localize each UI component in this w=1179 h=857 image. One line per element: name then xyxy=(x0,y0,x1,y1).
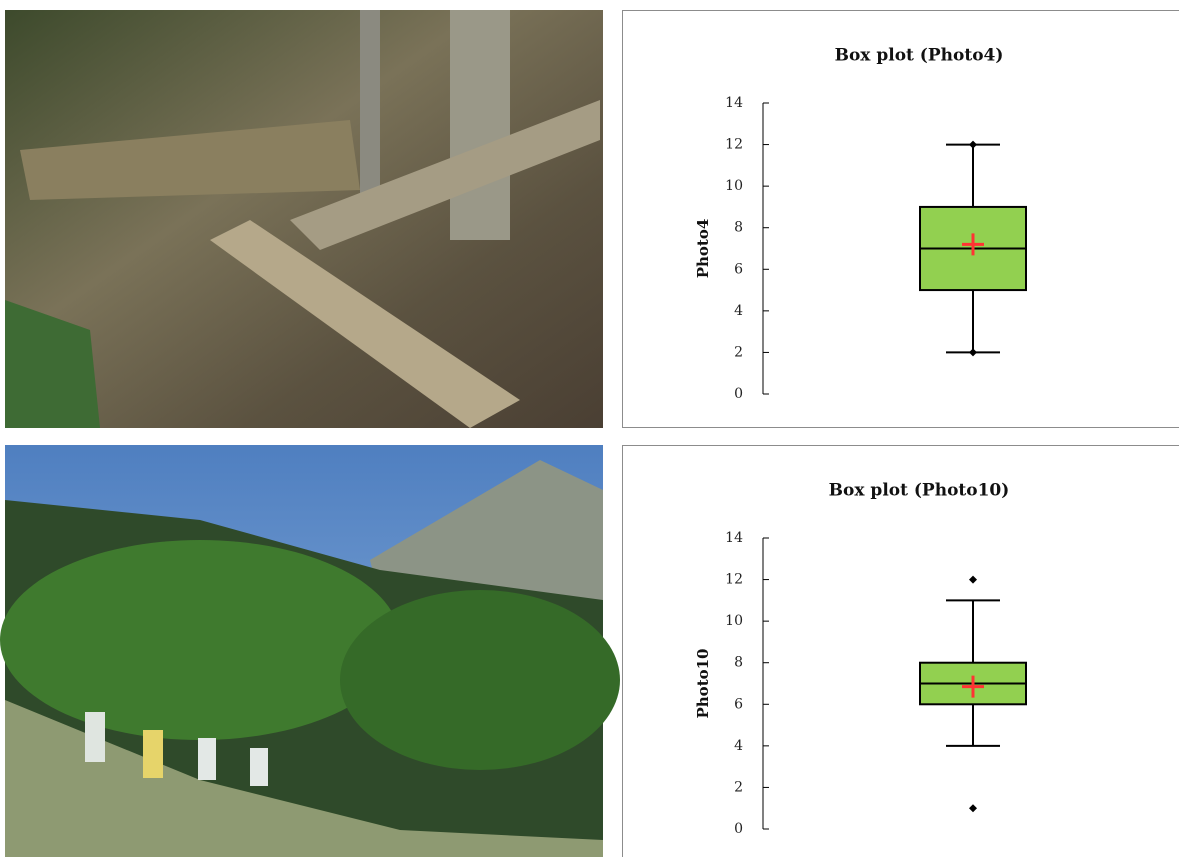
photo-forest xyxy=(5,10,603,428)
y-tick-label: 2 xyxy=(734,344,743,360)
y-axis-label: Photo10 xyxy=(694,649,712,719)
y-tick-label: 6 xyxy=(734,261,743,277)
whisker-end xyxy=(969,140,977,149)
y-tick-label: 6 xyxy=(734,696,743,712)
y-tick-label: 4 xyxy=(734,738,743,754)
y-tick-label: 4 xyxy=(734,303,743,319)
outlier xyxy=(969,804,977,813)
y-tick-label: 10 xyxy=(725,178,743,194)
chart-frame xyxy=(622,445,1179,857)
y-tick-label: 8 xyxy=(734,655,743,671)
y-tick-label: 0 xyxy=(734,821,743,837)
mean-marker xyxy=(962,675,984,698)
photo-mountain xyxy=(0,445,620,857)
y-tick-label: 10 xyxy=(725,613,743,629)
y-tick-label: 8 xyxy=(734,220,743,236)
chart-title: Box plot (Photo10) xyxy=(829,481,1010,501)
y-axis-label: Photo4 xyxy=(694,219,712,279)
y-tick-label: 0 xyxy=(734,386,743,402)
y-tick-label: 12 xyxy=(725,137,743,153)
chart-title: Box plot (Photo4) xyxy=(835,46,1004,66)
y-tick-label: 2 xyxy=(734,779,743,795)
outlier xyxy=(969,575,977,584)
y-tick-label: 12 xyxy=(725,572,743,588)
whisker-end xyxy=(969,348,977,357)
y-tick-label: 14 xyxy=(725,530,743,546)
chart-frame xyxy=(622,10,1179,428)
mean-marker xyxy=(962,233,984,256)
y-tick-label: 14 xyxy=(725,95,743,111)
